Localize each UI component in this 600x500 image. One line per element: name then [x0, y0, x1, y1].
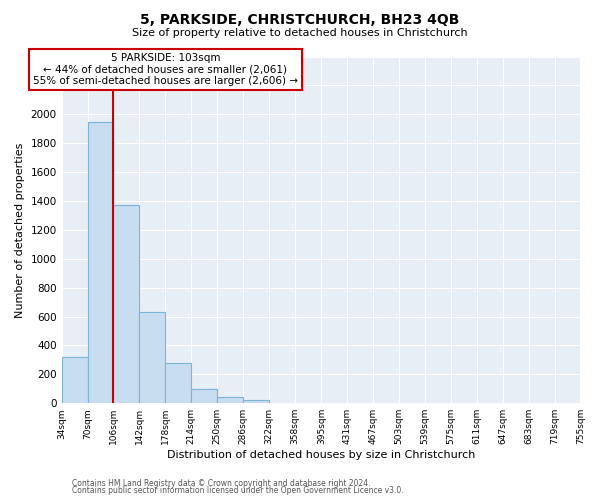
Y-axis label: Number of detached properties: Number of detached properties	[15, 142, 25, 318]
Bar	[243, 400, 269, 403]
Bar	[139, 312, 165, 403]
Bar	[62, 357, 88, 403]
Bar	[165, 363, 191, 403]
Text: Contains HM Land Registry data © Crown copyright and database right 2024.: Contains HM Land Registry data © Crown c…	[72, 478, 371, 488]
Text: 5 PARKSIDE: 103sqm
← 44% of detached houses are smaller (2,061)
55% of semi-deta: 5 PARKSIDE: 103sqm ← 44% of detached hou…	[33, 53, 298, 86]
Text: 5, PARKSIDE, CHRISTCHURCH, BH23 4QB: 5, PARKSIDE, CHRISTCHURCH, BH23 4QB	[140, 12, 460, 26]
Bar	[113, 206, 139, 403]
X-axis label: Distribution of detached houses by size in Christchurch: Distribution of detached houses by size …	[167, 450, 475, 460]
Bar	[88, 122, 113, 403]
Text: Contains public sector information licensed under the Open Government Licence v3: Contains public sector information licen…	[72, 486, 404, 495]
Bar	[217, 396, 243, 403]
Text: Size of property relative to detached houses in Christchurch: Size of property relative to detached ho…	[132, 28, 468, 38]
Bar	[191, 389, 217, 403]
